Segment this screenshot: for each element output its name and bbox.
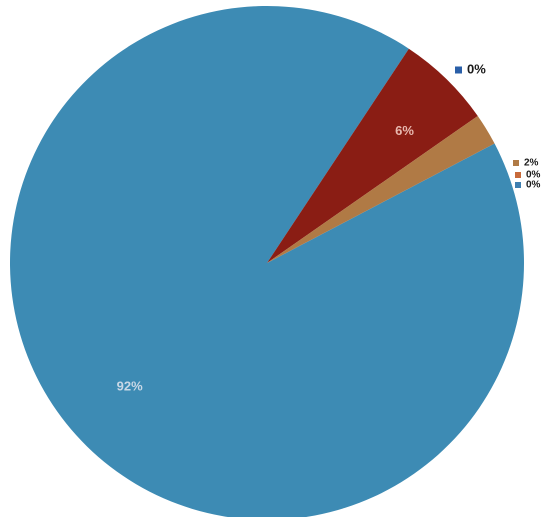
pie-slices	[10, 5, 525, 520]
pie-data-labels: 92% 6%	[117, 123, 415, 394]
legend-item-1: 2%	[513, 158, 539, 169]
legend-swatch-1	[513, 160, 519, 166]
legend-swatch-2	[515, 172, 521, 178]
legend-swatch-3	[515, 182, 521, 188]
legend-item-3: 0%	[515, 180, 541, 191]
legend-label-1: 2%	[524, 158, 539, 169]
pie-slice-2	[267, 115, 495, 264]
legend-label-2: 0%	[526, 170, 541, 181]
data-label-0: 92%	[117, 379, 143, 394]
legend-label-0: 0%	[467, 61, 486, 76]
data-label-1: 6%	[395, 123, 414, 138]
pie-slice-0	[10, 5, 525, 520]
chart-legend: 0%2%0%0%	[455, 61, 541, 191]
legend-item-0: 0%	[455, 61, 486, 76]
legend-label-3: 0%	[526, 180, 541, 191]
legend-swatch-0	[455, 66, 462, 74]
pie-slice-1	[267, 48, 478, 263]
legend-item-2: 0%	[515, 170, 541, 181]
